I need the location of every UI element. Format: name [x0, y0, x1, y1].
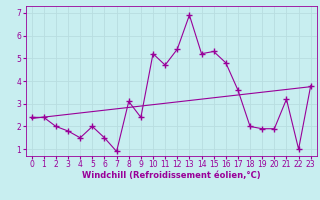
X-axis label: Windchill (Refroidissement éolien,°C): Windchill (Refroidissement éolien,°C) — [82, 171, 260, 180]
